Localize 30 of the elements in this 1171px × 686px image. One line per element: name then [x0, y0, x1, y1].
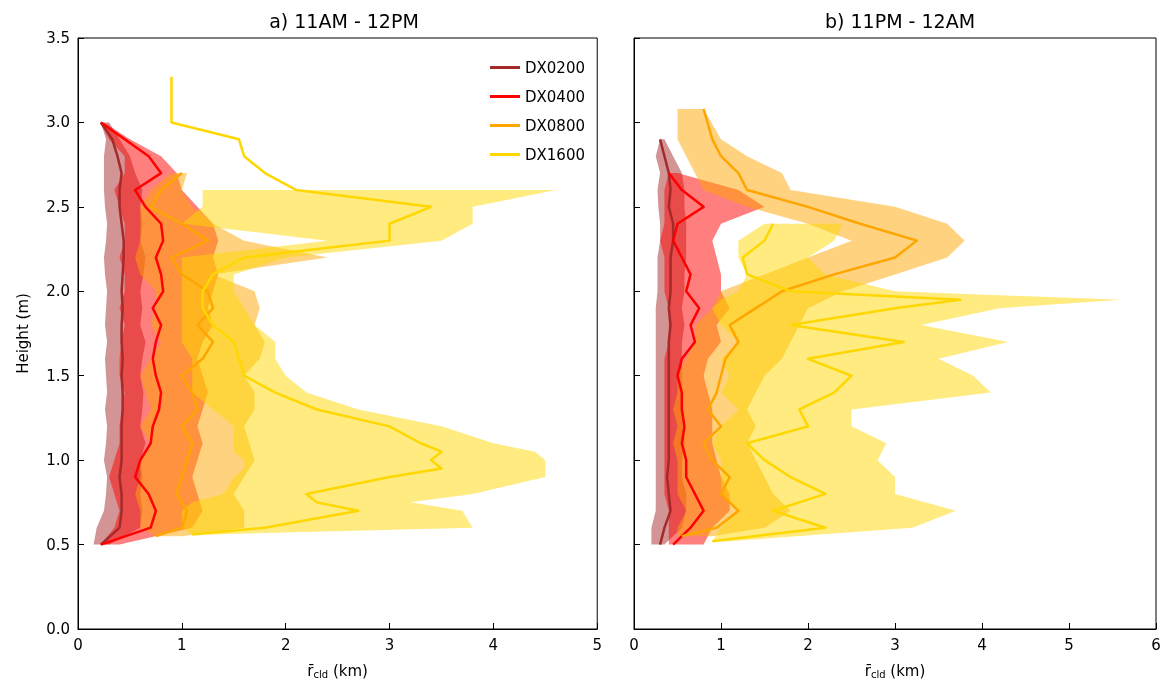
legend-label: DX1600: [525, 145, 585, 164]
x-tick-label: 0: [629, 635, 639, 654]
x-tick-label: 5: [592, 635, 602, 654]
legend-label: DX0200: [525, 58, 585, 77]
x-tick-label: 4: [488, 635, 499, 654]
x-tick-label: 6: [1151, 635, 1161, 654]
x-axis-title: r̄cld (km): [307, 662, 368, 680]
y-tick-label: 2.5: [46, 197, 70, 216]
x-tick-label: 3: [890, 635, 900, 654]
x-tick-label: 5: [1064, 635, 1074, 654]
y-axis-title: Height (m): [13, 293, 32, 374]
x-tick-label: 4: [977, 635, 987, 654]
y-tick-label: 2.0: [46, 282, 70, 301]
chart-title: a) 11AM - 12PM: [269, 9, 419, 32]
x-tick-label: 2: [803, 635, 813, 654]
y-tick-label: 3.5: [46, 29, 70, 47]
x-tick-label: 3: [384, 635, 395, 654]
y-tick-label: 0.5: [46, 535, 70, 554]
x-tick-label: 1: [177, 635, 187, 654]
y-tick-label: 0.0: [46, 620, 70, 638]
x-axis-title: r̄cld (km): [864, 662, 926, 680]
x-tick-label: 2: [280, 635, 291, 654]
legend-label: DX0800: [525, 116, 585, 135]
x-tick-label: 0: [73, 635, 83, 654]
chart-title: b) 11PM - 12AM: [824, 9, 976, 32]
y-tick-label: 1.5: [46, 366, 70, 385]
y-tick-label: 3.0: [46, 113, 70, 132]
legend-label: DX0400: [525, 87, 585, 106]
x-tick-label: 1: [716, 635, 726, 654]
y-tick-label: 1.0: [46, 451, 70, 470]
